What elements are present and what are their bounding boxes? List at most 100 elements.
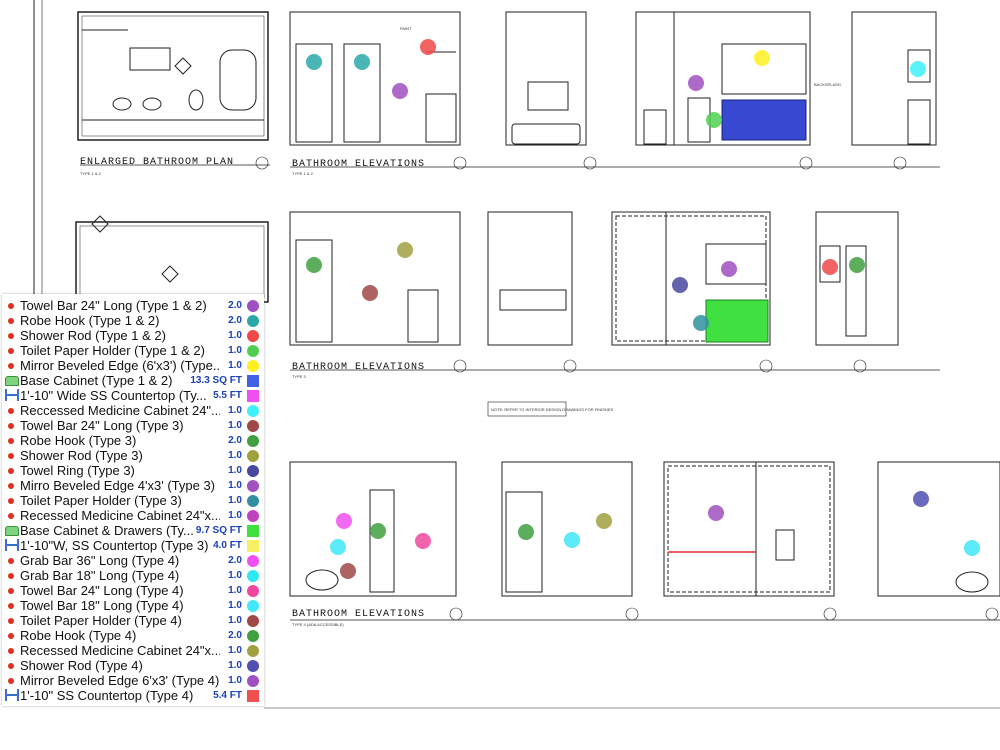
legend-item-name: Mirror Beveled Edge 6'x3' (Type 4) [20,673,220,688]
legend-item[interactable]: Toilet Paper Holder (Type 4) 1.0 [2,611,264,631]
takeoff-marker[interactable] [693,315,709,331]
count-marker-icon [8,618,14,624]
legend-color-swatch [247,675,259,687]
count-marker-icon [8,588,14,594]
takeoff-marker[interactable] [596,513,612,529]
legend-item[interactable]: Towel Bar 18" Long (Type 4) 1.0 [2,596,264,616]
takeoff-marker[interactable] [362,285,378,301]
legend-item[interactable]: Base Cabinet (Type 1 & 2) 13.3 SQ FT [2,371,264,391]
takeoff-marker[interactable] [354,54,370,70]
legend-item[interactable]: Recessed Medicine Cabinet 24"x... 1.0 [2,506,264,526]
legend-item-name: Shower Rod (Type 1 & 2) [20,328,166,343]
legend-item[interactable]: Towel Bar 24" Long (Type 4) 1.0 [2,581,264,601]
legend-item[interactable]: Shower Rod (Type 4) 1.0 [2,656,264,676]
legend-color-swatch [247,345,259,357]
legend-item[interactable]: Robe Hook (Type 4) 2.0 [2,626,264,646]
legend-color-swatch [247,465,259,477]
legend-item-name: Toilet Paper Holder (Type 1 & 2) [20,343,205,358]
count-marker-icon [8,648,14,654]
takeoff-marker[interactable] [330,539,346,555]
legend-item[interactable]: Mirror Beveled Edge (6'x3') (Type... 1.0 [2,356,264,376]
takeoff-marker[interactable] [910,61,926,77]
legend-item[interactable]: Towel Ring (Type 3) 1.0 [2,461,264,481]
takeoff-marker[interactable] [306,54,322,70]
legend-item-quantity: 2.0 [228,555,242,566]
takeoff-marker[interactable] [849,257,865,273]
takeoff-marker[interactable] [964,540,980,556]
legend-item[interactable]: Robe Hook (Type 1 & 2) 2.0 [2,311,264,331]
legend-item[interactable]: Base Cabinet & Drawers (Ty... 9.7 SQ FT [2,521,264,541]
legend-color-swatch [247,615,259,627]
legend-item[interactable]: Toilet Paper Holder (Type 1 & 2) 1.0 [2,341,264,361]
legend-color-swatch [247,315,259,327]
takeoff-marker[interactable] [721,261,737,277]
legend-item[interactable]: Recessed Medicine Cabinet 24"x... 1.0 [2,641,264,661]
legend-item-name: Toilet Paper Holder (Type 3) [20,493,182,508]
legend-color-swatch [247,375,259,387]
takeoff-marker[interactable] [415,533,431,549]
legend-item[interactable]: Mirro Beveled Edge 4'x3' (Type 3) 1.0 [2,476,264,496]
count-marker-icon [8,498,14,504]
takeoff-marker[interactable] [397,242,413,258]
legend-item-name: Reccessed Medicine Cabinet 24"... [20,403,220,418]
takeoff-marker[interactable] [708,505,724,521]
takeoff-marker[interactable] [822,259,838,275]
legend-item[interactable]: 1'-10" SS Countertop (Type 4) 5.4 FT [2,686,264,706]
legend-item-quantity: 1.0 [228,660,242,671]
legend-item-quantity: 1.0 [228,495,242,506]
legend-item-quantity: 1.0 [228,450,242,461]
takeoff-marker[interactable] [420,39,436,55]
legend-item[interactable]: Toilet Paper Holder (Type 3) 1.0 [2,491,264,511]
count-marker-icon [8,468,14,474]
legend-color-swatch [247,360,259,372]
base-cabinet-highlight-type1-2[interactable] [721,99,807,141]
plan-subtitle: TYPE 1 & 2 [80,171,102,176]
legend-item[interactable]: Grab Bar 36" Long (Type 4) 2.0 [2,551,264,571]
legend-item-quantity: 5.5 FT [213,390,242,401]
takeoff-marker[interactable] [370,523,386,539]
elevations-subtitle-mid: TYPE 3 [292,374,307,379]
takeoff-marker[interactable] [913,491,929,507]
takeoff-marker[interactable] [754,50,770,66]
count-marker-icon [8,303,14,309]
legend-item[interactable]: Robe Hook (Type 3) 2.0 [2,431,264,451]
takeoff-marker[interactable] [336,513,352,529]
takeoff-marker[interactable] [392,83,408,99]
legend-item-name: Towel Ring (Type 3) [20,463,135,478]
legend-item[interactable]: Shower Rod (Type 3) 1.0 [2,446,264,466]
legend-color-swatch [247,420,259,432]
legend-item-name: Base Cabinet & Drawers (Ty... [20,523,194,538]
takeoff-marker[interactable] [672,277,688,293]
area-measure-icon [5,526,19,536]
legend-item[interactable]: Mirror Beveled Edge 6'x3' (Type 4) 1.0 [2,671,264,691]
count-marker-icon [8,558,14,564]
legend-item[interactable]: Towel Bar 24" Long (Type 1 & 2) 2.0 [2,296,264,316]
length-measure-icon [5,689,19,701]
legend-item[interactable]: Shower Rod (Type 1 & 2) 1.0 [2,326,264,346]
legend-item-quantity: 1.0 [228,510,242,521]
legend-color-swatch [247,495,259,507]
legend-item-quantity: 1.0 [228,345,242,356]
takeoff-marker[interactable] [306,257,322,273]
note-box-text: NOTE: REFER TO INTERIOR DESIGN DRAWINGS … [491,407,613,412]
legend-item[interactable]: 1'-10" Wide SS Countertop (Ty... 5.5 FT [2,386,264,406]
legend-item-quantity: 1.0 [228,585,242,596]
legend-item[interactable]: Reccessed Medicine Cabinet 24"... 1.0 [2,401,264,421]
legend-color-swatch [247,690,259,702]
base-cabinet-highlight-type3[interactable] [705,299,769,343]
legend-item[interactable]: Grab Bar 18" Long (Type 4) 1.0 [2,566,264,586]
count-marker-icon [8,678,14,684]
takeoff-marker[interactable] [564,532,580,548]
legend-item[interactable]: 1'-10"W, SS Countertop (Type 3) 4.0 FT [2,536,264,556]
takeoff-markers[interactable] [306,39,980,579]
takeoff-legend-panel[interactable]: Towel Bar 24" Long (Type 1 & 2) 2.0 Robe H… [2,294,264,706]
legend-item-name: Robe Hook (Type 3) [20,433,137,448]
takeoff-marker[interactable] [706,112,722,128]
legend-item[interactable]: Towel Bar 24" Long (Type 3) 1.0 [2,416,264,436]
takeoff-marker[interactable] [340,563,356,579]
takeoff-marker[interactable] [688,75,704,91]
count-marker-icon [8,663,14,669]
takeoff-marker[interactable] [518,524,534,540]
count-marker-icon [8,573,14,579]
